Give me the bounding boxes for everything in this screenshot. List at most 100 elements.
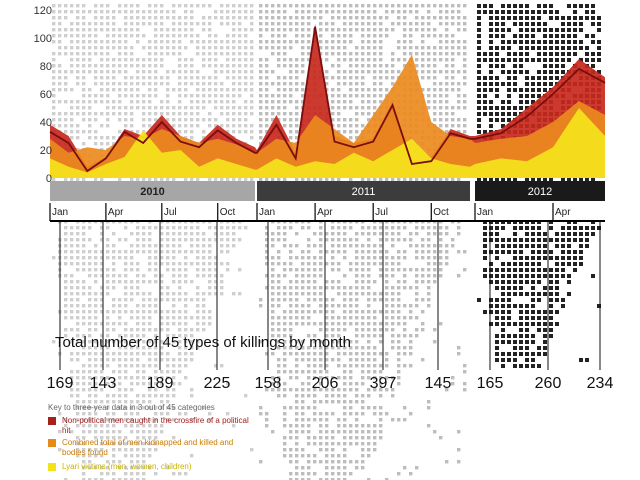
map-dot bbox=[421, 322, 425, 326]
map-dot bbox=[277, 16, 281, 20]
map-dot bbox=[495, 232, 499, 236]
map-dot bbox=[202, 82, 206, 86]
map-dot bbox=[519, 352, 523, 356]
map-dot bbox=[367, 16, 371, 20]
map-dot bbox=[289, 4, 293, 8]
map-dot bbox=[70, 118, 74, 122]
map-dot bbox=[106, 70, 110, 74]
map-dot bbox=[307, 238, 311, 242]
map-dot bbox=[367, 100, 371, 104]
map-dot bbox=[100, 268, 104, 272]
map-dot bbox=[349, 262, 353, 266]
map-dot bbox=[451, 244, 455, 248]
map-dot bbox=[537, 88, 541, 92]
map-dot bbox=[507, 304, 511, 308]
map-dot bbox=[178, 382, 182, 386]
map-dot bbox=[295, 442, 299, 446]
map-dot bbox=[355, 418, 359, 422]
map-dot bbox=[142, 118, 146, 122]
map-dot bbox=[283, 418, 287, 422]
map-dot bbox=[166, 268, 170, 272]
map-dot bbox=[196, 304, 200, 308]
map-dot bbox=[457, 226, 461, 230]
map-dot bbox=[154, 58, 158, 62]
map-dot bbox=[501, 4, 505, 8]
map-dot bbox=[100, 88, 104, 92]
map-dot bbox=[427, 274, 431, 278]
map-dot bbox=[136, 466, 140, 470]
map-dot bbox=[130, 430, 134, 434]
map-dot bbox=[513, 10, 517, 14]
map-dot bbox=[250, 64, 254, 68]
map-dot bbox=[361, 274, 365, 278]
map-dot bbox=[313, 292, 317, 296]
map-dot bbox=[391, 268, 395, 272]
map-dot bbox=[403, 466, 407, 470]
map-dot bbox=[355, 304, 359, 308]
map-dot bbox=[433, 88, 437, 92]
map-dot bbox=[355, 388, 359, 392]
map-dot bbox=[337, 40, 341, 44]
map-dot bbox=[295, 424, 299, 428]
map-dot bbox=[397, 286, 401, 290]
map-dot bbox=[367, 70, 371, 74]
map-dot bbox=[513, 358, 517, 362]
map-dot bbox=[52, 124, 56, 128]
map-dot bbox=[283, 88, 287, 92]
map-dot bbox=[184, 124, 188, 128]
map-dot bbox=[271, 262, 275, 266]
map-dot bbox=[421, 40, 425, 44]
map-dot bbox=[507, 28, 511, 32]
map-dot bbox=[136, 310, 140, 314]
map-dot bbox=[124, 52, 128, 56]
map-dot bbox=[130, 310, 134, 314]
map-dot bbox=[184, 58, 188, 62]
map-dot bbox=[214, 286, 218, 290]
map-dot bbox=[289, 304, 293, 308]
map-dot bbox=[154, 22, 158, 26]
map-dot bbox=[283, 64, 287, 68]
map-dot bbox=[415, 28, 419, 32]
map-dot bbox=[489, 310, 493, 314]
map-dot bbox=[573, 22, 577, 26]
map-dot bbox=[136, 454, 140, 458]
map-dot bbox=[367, 358, 371, 362]
map-dot bbox=[277, 22, 281, 26]
map-dot bbox=[561, 178, 565, 182]
map-dot bbox=[379, 382, 383, 386]
map-dot bbox=[277, 388, 281, 392]
map-dot bbox=[579, 256, 583, 260]
map-dot bbox=[130, 340, 134, 344]
map-dot bbox=[148, 310, 152, 314]
map-dot bbox=[495, 28, 499, 32]
map-dot bbox=[202, 238, 206, 242]
map-dot bbox=[591, 58, 595, 62]
map-dot bbox=[190, 280, 194, 284]
map-dot bbox=[283, 4, 287, 8]
map-dot bbox=[307, 466, 311, 470]
map-dot bbox=[70, 226, 74, 230]
map-dot bbox=[489, 34, 493, 38]
map-dot bbox=[100, 142, 104, 146]
map-dot bbox=[148, 40, 152, 44]
map-dot bbox=[379, 262, 383, 266]
map-dot bbox=[349, 136, 353, 140]
map-dot bbox=[457, 16, 461, 20]
map-dot bbox=[337, 232, 341, 236]
map-dot bbox=[136, 472, 140, 476]
map-dot bbox=[277, 100, 281, 104]
map-dot bbox=[561, 232, 565, 236]
map-dot bbox=[331, 232, 335, 236]
map-dot bbox=[325, 232, 329, 236]
map-dot bbox=[477, 100, 481, 104]
map-dot bbox=[349, 322, 353, 326]
map-dot bbox=[331, 442, 335, 446]
map-dot bbox=[403, 34, 407, 38]
map-dot bbox=[427, 46, 431, 50]
map-dot bbox=[208, 58, 212, 62]
map-dot bbox=[537, 46, 541, 50]
map-dot bbox=[373, 232, 377, 236]
map-dot bbox=[495, 286, 499, 290]
map-dot bbox=[409, 346, 413, 350]
map-dot bbox=[331, 388, 335, 392]
